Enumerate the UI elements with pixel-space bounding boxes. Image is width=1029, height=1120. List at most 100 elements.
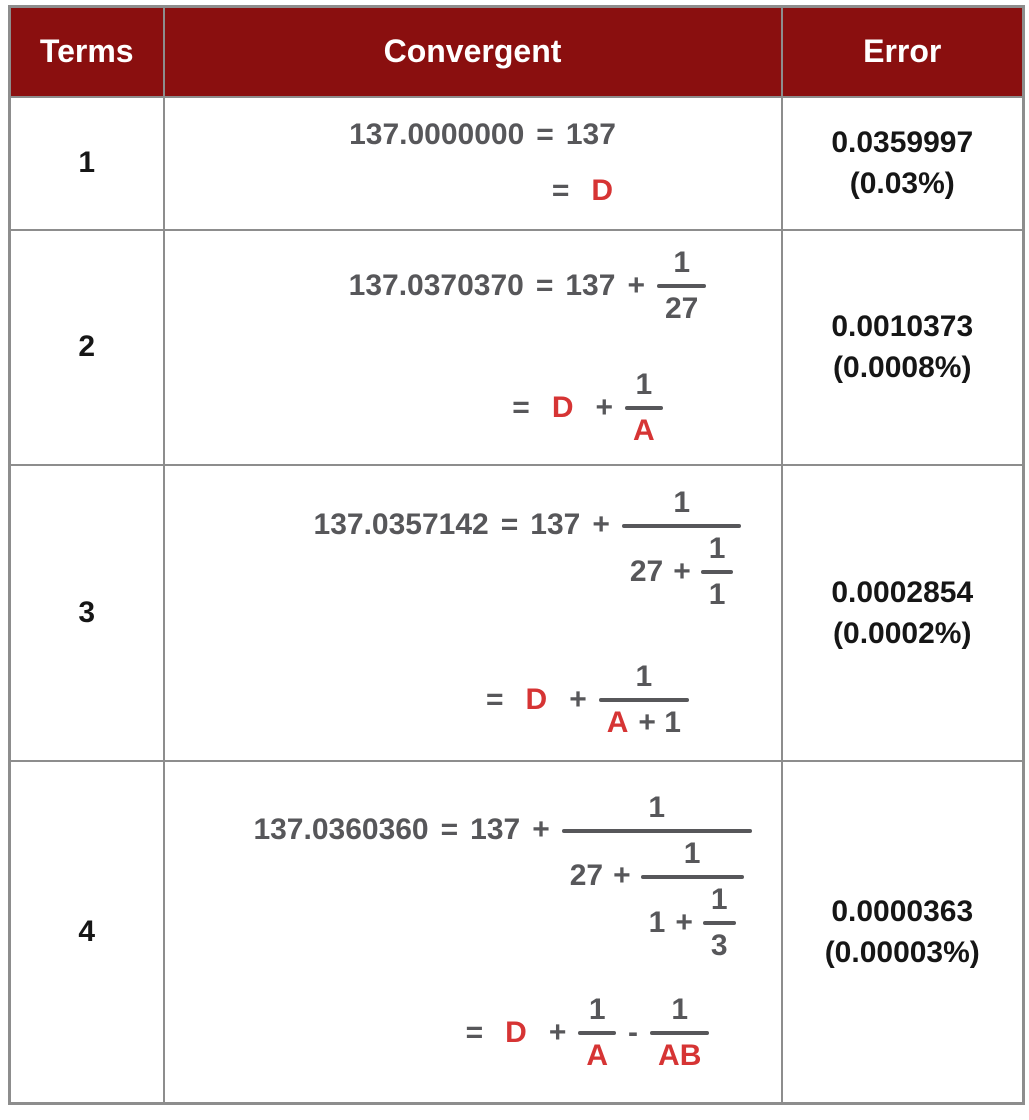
term-count: 2 xyxy=(78,330,96,363)
fraction-bar xyxy=(640,874,744,879)
plus-sign: + xyxy=(548,1015,567,1049)
terms-cell: 4 xyxy=(8,759,165,1105)
plus-sign: + xyxy=(569,682,587,716)
equation-stack: 137.0360360 = 137 + 1 27 + 1 xyxy=(166,790,780,1074)
numerator: 1 xyxy=(710,882,728,916)
symbol-d: D xyxy=(505,1015,527,1049)
plus-sign: + xyxy=(675,905,693,939)
numerator: 1 xyxy=(673,485,690,519)
integer-part: 137 xyxy=(470,812,521,846)
equation-stack: 137.0370370 = 137 + 1 27 = D + xyxy=(166,245,780,449)
denominator: 1 + 1 3 xyxy=(641,882,744,964)
denominator: 27 + 1 1 xyxy=(622,531,742,613)
denominator: 27 + 1 1 + 1 xyxy=(562,836,752,964)
numerator: 1 xyxy=(635,368,653,401)
numerator: 1 xyxy=(673,246,690,279)
fraction-bar xyxy=(598,697,689,702)
denominator-integer: 27 xyxy=(569,858,604,892)
fraction-bar xyxy=(578,1030,617,1035)
symbolic-equation-line: = D xyxy=(552,173,623,209)
fraction-bar xyxy=(650,1030,710,1035)
table-row: 2 137.0370370 = 137 + 1 27 xyxy=(8,228,1025,466)
equation-stack: 137.0357142 = 137 + 1 27 + 1 xyxy=(166,485,780,741)
term-count: 3 xyxy=(78,595,96,629)
decimal-equation-line: 137.0357142 = 137 + 1 27 + 1 xyxy=(314,485,742,613)
symbol-a: A xyxy=(606,705,629,739)
table-row: 3 137.0357142 = 137 + 1 27 + xyxy=(8,463,1025,762)
error-cell: 0.0010373 (0.0008%) xyxy=(780,228,1025,466)
error-cell: 0.0359997 (0.03%) xyxy=(780,95,1025,231)
convergent-cell: 137.0357142 = 137 + 1 27 + 1 xyxy=(162,463,783,762)
denominator: 1 xyxy=(708,577,726,611)
table-row: 1 137.0000000 = 137 = D 0.0359997 xyxy=(8,95,1025,231)
integer-part: 137 xyxy=(565,269,616,302)
minus-sign: - xyxy=(628,1015,639,1049)
equals-sign: = xyxy=(535,269,554,302)
error-percent: (0.0002%) xyxy=(833,616,972,650)
fraction: 1 A xyxy=(578,992,617,1074)
integer-part: 137 xyxy=(530,507,581,541)
table-row: 4 137.0360360 = 137 + 1 27 + xyxy=(8,759,1025,1105)
decimal-value: 137.0360360 xyxy=(253,812,429,846)
numerator: 1 xyxy=(588,992,606,1026)
error-column-header: Error xyxy=(780,5,1025,98)
convergent-cell: 137.0370370 = 137 + 1 27 = D + xyxy=(162,228,783,466)
fraction-bar xyxy=(656,284,707,288)
error-absolute: 0.0359997 xyxy=(831,126,974,159)
fraction-bar xyxy=(621,523,742,528)
terms-cell: 1 xyxy=(8,95,165,231)
convergent-cell: 137.0000000 = 137 = D xyxy=(162,95,783,231)
fraction-bar xyxy=(700,569,734,574)
term-count: 4 xyxy=(78,914,96,948)
error-cell: 0.0000363 (0.00003%) xyxy=(780,759,1025,1105)
denominator-rest: + 1 xyxy=(638,705,681,739)
fraction: 1 AB xyxy=(650,992,710,1074)
integer-part: 137 xyxy=(565,118,616,151)
continued-fraction: 1 27 + 1 1 xyxy=(621,485,742,613)
denominator: 3 xyxy=(710,928,728,962)
equals-sign: = xyxy=(465,1015,484,1049)
error-absolute: 0.0000363 xyxy=(831,894,974,928)
inner-fraction: 1 1 xyxy=(700,531,734,613)
denominator: A + 1 xyxy=(599,705,689,741)
plus-sign: + xyxy=(673,554,691,588)
convergents-table: Terms Convergent Error 1 137.0000000 = 1… xyxy=(8,5,1025,1105)
equals-sign: = xyxy=(551,174,570,207)
fraction: 1 A xyxy=(625,367,663,449)
equation-stack: 137.0000000 = 137 = D xyxy=(166,117,780,209)
error-percent: (0.00003%) xyxy=(824,935,980,969)
error-percent: (0.0008%) xyxy=(833,351,972,384)
symbol-a: A xyxy=(633,414,655,447)
symbol-a: A xyxy=(586,1038,609,1072)
denominator: 27 xyxy=(664,292,699,325)
plus-sign: + xyxy=(595,391,614,424)
fraction-bar xyxy=(561,828,752,833)
decimal-value: 137.0357142 xyxy=(313,507,489,541)
symbol-d: D xyxy=(591,174,614,207)
denominator-integer: 27 xyxy=(629,554,664,588)
error-absolute: 0.0010373 xyxy=(831,310,974,343)
numerator: 1 xyxy=(635,659,653,693)
fraction-bar xyxy=(702,920,736,925)
term-count: 1 xyxy=(78,146,96,179)
decimal-value: 137.0000000 xyxy=(349,118,525,151)
plus-sign: + xyxy=(627,269,645,302)
equals-sign: = xyxy=(486,682,504,716)
fraction: 1 27 xyxy=(656,245,707,327)
terms-cell: 3 xyxy=(8,463,165,762)
decimal-equation-line: 137.0370370 = 137 + 1 27 xyxy=(349,245,707,327)
decimal-equation-line: 137.0000000 = 137 xyxy=(349,117,616,153)
symbol-d: D xyxy=(525,682,548,716)
denominator-integer: 1 xyxy=(648,905,666,939)
decimal-equation-line: 137.0360360 = 137 + 1 27 + 1 xyxy=(253,790,752,964)
plus-sign: + xyxy=(592,507,610,541)
symbolic-equation-line: = D + 1 A - 1 AB xyxy=(466,992,710,1074)
symbol-d: D xyxy=(551,391,574,424)
terms-column-header: Terms xyxy=(8,5,165,98)
symbolic-equation-line: = D + 1 A xyxy=(512,367,663,449)
fraction: 1 A + 1 xyxy=(598,659,689,741)
equals-sign: = xyxy=(512,391,530,424)
convergent-column-header: Convergent xyxy=(162,5,783,98)
equals-sign: = xyxy=(440,812,459,846)
numerator: 1 xyxy=(671,992,689,1026)
